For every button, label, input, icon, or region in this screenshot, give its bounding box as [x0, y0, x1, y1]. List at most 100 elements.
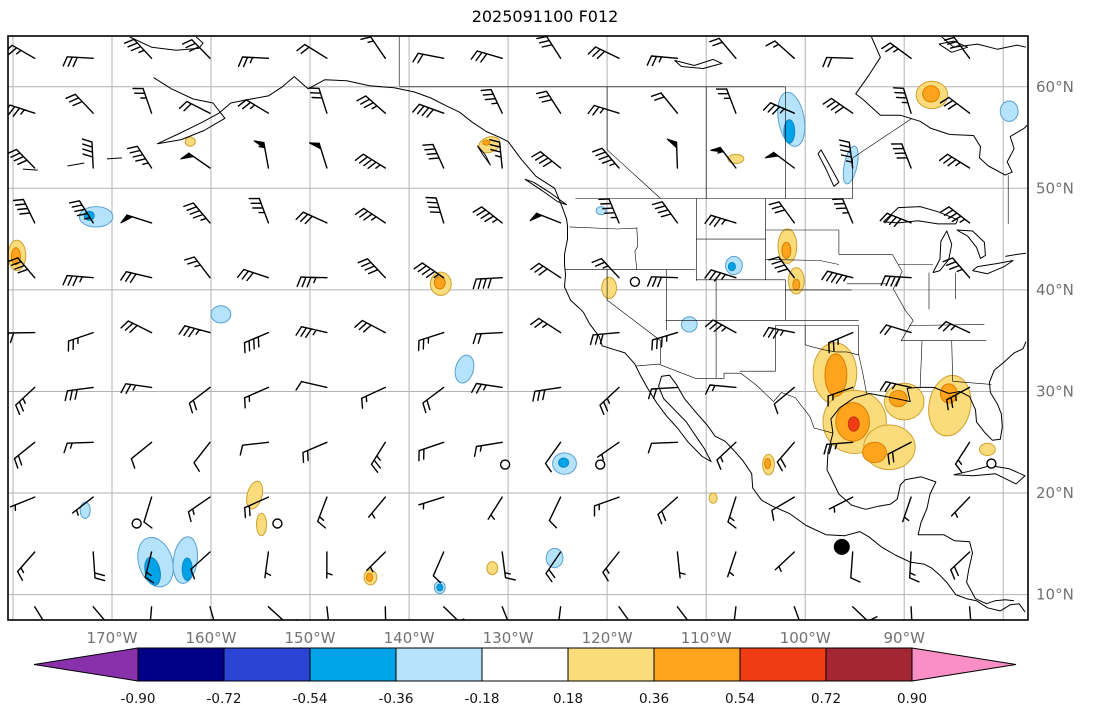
- wind-barb: [124, 38, 153, 59]
- contour-patch: [210, 305, 232, 324]
- colorbar-tick-label: 0.18: [553, 691, 583, 707]
- wind-barb: [258, 141, 270, 169]
- wind-barb: [412, 103, 445, 118]
- wind-barb: [432, 551, 445, 584]
- contour-patch: [454, 354, 475, 384]
- colorbar-segment: [739, 647, 827, 682]
- wind-barb: [354, 153, 386, 169]
- wind-barb: [938, 320, 971, 334]
- wind-barb: [828, 331, 854, 354]
- wind-barb: [368, 496, 386, 519]
- wind-barb: [544, 441, 562, 473]
- wind-barb: [850, 551, 861, 583]
- wind-barb: [531, 151, 562, 169]
- colorbar-segment: [223, 647, 311, 682]
- border-layer: [398, 37, 1009, 434]
- open-circle-marker: [272, 518, 283, 529]
- wind-barb: [68, 200, 94, 224]
- contour-patch: [862, 441, 887, 464]
- longitude-axis-labels: 170°W 160°W 150°W 140°W 130°W 120°W 110°W 100°W…: [87, 629, 926, 647]
- wind-barb: [773, 386, 795, 415]
- wind-barb: [532, 386, 562, 402]
- coastline: [941, 36, 1027, 50]
- wind-barb: [793, 606, 800, 620]
- x-tick-label: 140°W: [384, 629, 435, 647]
- wind-barb: [821, 270, 854, 284]
- coastline: [674, 58, 723, 69]
- coastline: [129, 36, 204, 51]
- coastline: [826, 432, 1015, 605]
- wind-barb: [598, 198, 620, 224]
- x-tick-label: 150°W: [285, 629, 336, 647]
- wind-barb: [587, 104, 620, 116]
- border-line: [919, 340, 923, 389]
- wind-barb: [599, 386, 620, 415]
- wind-barb: [716, 441, 737, 470]
- wind-barb: [657, 496, 679, 525]
- wind-barb: [879, 381, 912, 392]
- wind-barb: [950, 551, 971, 580]
- contour-patch: [708, 492, 718, 504]
- wind-barb: [15, 386, 36, 415]
- contour-patch: [482, 139, 491, 146]
- coastline: [507, 141, 1026, 613]
- colorbar-segment: [481, 647, 569, 682]
- wind-barb: [647, 441, 679, 454]
- coastline: [830, 341, 1027, 441]
- wind-barb: [589, 331, 620, 346]
- wind-barb: [418, 496, 445, 510]
- wind-barb: [676, 551, 686, 579]
- wind-barb: [902, 496, 912, 523]
- contour-patch: [433, 276, 446, 290]
- wind-barb: [354, 319, 386, 334]
- contour-patch: [781, 241, 792, 259]
- chart-title: 2025091100 F012: [472, 7, 619, 26]
- wind-barb: [366, 551, 386, 573]
- wind-barb: [501, 551, 516, 581]
- wind-barb: [417, 331, 445, 352]
- wind-barb: [771, 496, 795, 521]
- coastline: [524, 178, 567, 206]
- wind-barb: [587, 46, 620, 60]
- contour-patch: [727, 153, 745, 164]
- wind-barb: [709, 37, 737, 59]
- colorbar-segment: [567, 647, 655, 682]
- wind-barb: [236, 268, 270, 282]
- wind-barb: [881, 42, 912, 59]
- wind-barb: [187, 496, 211, 523]
- x-tick-label: 90°W: [883, 629, 925, 647]
- wind-barb: [530, 317, 562, 334]
- border-line: [606, 269, 661, 365]
- wind-barb: [126, 145, 153, 169]
- wind-barb: [65, 93, 94, 114]
- coastline: [953, 465, 1026, 485]
- border-line: [635, 363, 741, 379]
- coastline: [106, 157, 122, 160]
- wind-barb: [471, 382, 503, 394]
- wind-barb: [326, 551, 333, 579]
- wind-barb: [489, 139, 503, 169]
- wind-barb: [120, 320, 153, 334]
- wind-barb: [646, 55, 679, 67]
- wind-barb: [879, 212, 912, 227]
- wind-barb: [8, 148, 36, 169]
- border-line: [892, 254, 914, 341]
- colorbar-segment: [395, 647, 483, 682]
- coastline: [1005, 252, 1027, 257]
- wind-barb: [647, 276, 679, 288]
- wind-barb: [120, 271, 153, 283]
- wind-barb: [618, 606, 630, 620]
- wind-barb: [318, 142, 328, 169]
- wind-barb: [704, 214, 737, 227]
- wind-barb: [472, 277, 503, 290]
- x-tick-label: 120°W: [582, 629, 633, 647]
- wind-barb: [939, 96, 971, 114]
- coastline: [932, 230, 953, 274]
- wind-barb: [470, 50, 503, 63]
- wind-barb: [243, 331, 270, 354]
- wind-barb: [909, 551, 920, 583]
- wind-barb: [357, 258, 386, 279]
- wind-barb: [354, 207, 386, 224]
